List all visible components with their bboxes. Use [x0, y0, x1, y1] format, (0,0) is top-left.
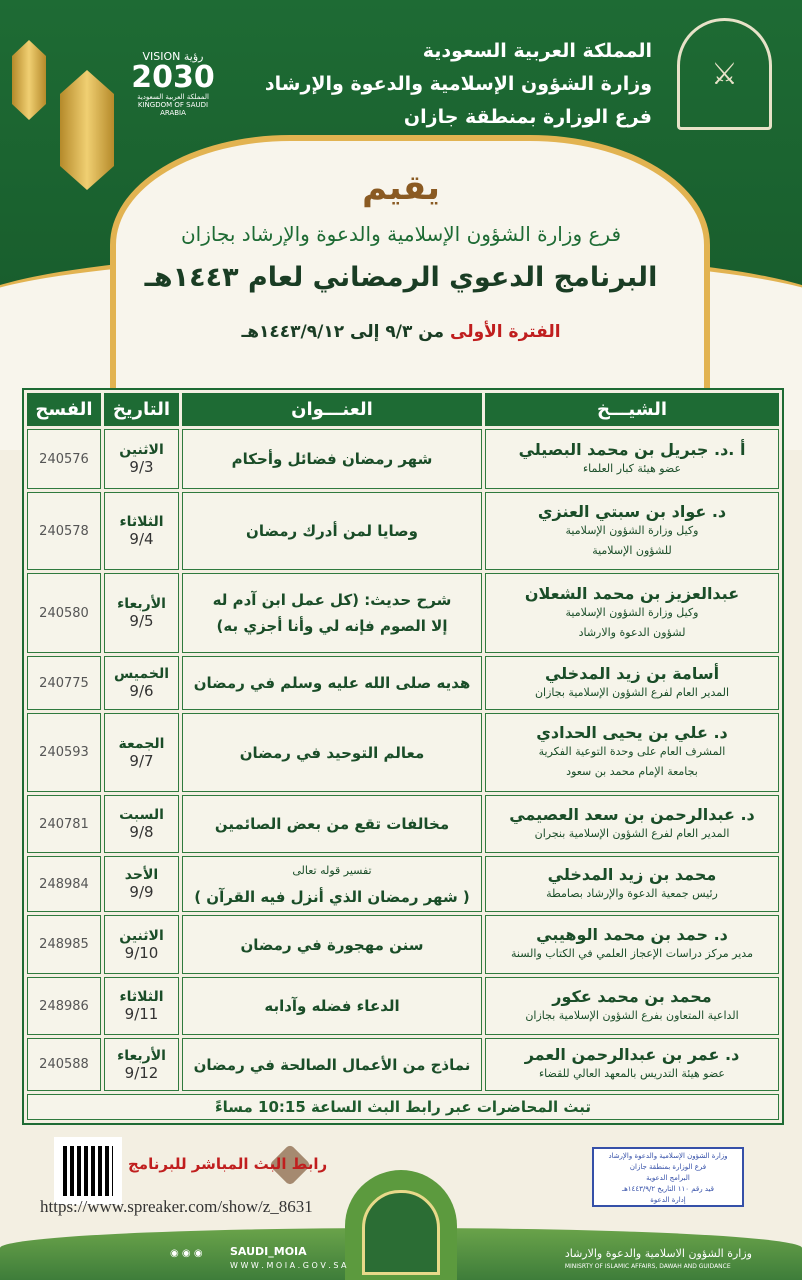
- ministry-emblem-icon: ⚔: [677, 18, 772, 130]
- table-row: محمد بن زيد المدخلي رئيس جمعية الدعوة وال…: [27, 856, 779, 912]
- sheikh-name: د. حمد بن محمد الوهيبي: [536, 925, 728, 944]
- table-row: محمد بن محمد عكور الداعية المتعاون بفرع ا…: [27, 977, 779, 1035]
- facebook-icon[interactable]: ◉: [193, 1248, 203, 1259]
- instagram-icon[interactable]: ◉: [181, 1248, 191, 1259]
- schedule-table: الشيـــخ العنـــوان التاريخ الفسح أ .د. …: [22, 388, 784, 1125]
- sheikh-cell: عبدالعزيز بن محمد الشعلان وكيل وزارة الشؤ…: [485, 573, 779, 653]
- header-sheikh: الشيـــخ: [485, 393, 779, 426]
- header-code: الفسح: [27, 393, 101, 426]
- social-handle: SAUDI_MOIA W W W . M O I A . G O V . S A: [230, 1245, 347, 1270]
- permit-code: 240775: [27, 656, 101, 710]
- lecture-title: الدعاء فضله وآدابه: [182, 977, 482, 1035]
- twitter-icon[interactable]: ◉: [170, 1248, 179, 1259]
- stamp: وزارة الشؤون الإسلامية والدعوة والإرشاد …: [592, 1147, 744, 1207]
- lecture-title: وصايا لمن أدرك رمضان: [182, 492, 482, 570]
- ministry-emblem-icon: [362, 1190, 440, 1275]
- permit-code: 248985: [27, 915, 101, 974]
- sheikh-role: الداعية المتعاون بفرع الشؤون الإسلامية ب…: [525, 1008, 739, 1022]
- social-icons: ◉ ◉ ◉: [170, 1248, 203, 1259]
- permit-code: 240588: [27, 1038, 101, 1091]
- live-link-label: رابط البث المباشر للبرنامج: [128, 1155, 328, 1173]
- date-cell: السبت 9/8: [104, 795, 179, 853]
- sheikh-role: المدير العام لفرع الشؤون الإسلامية بجازا…: [534, 685, 730, 699]
- sheikh-role: المشرف العام على وحدة التوعية الفكرية: [538, 745, 726, 758]
- sheikh-role: لشؤون الدعوة والارشاد: [578, 625, 686, 639]
- lantern-icon: [12, 40, 46, 120]
- permit-code: 240781: [27, 795, 101, 853]
- sheikh-cell: محمد بن زيد المدخلي رئيس جمعية الدعوة وال…: [485, 856, 779, 912]
- qr-code[interactable]: [54, 1137, 122, 1205]
- table-row: د. عمر بن عبدالرحمن العمر عضو هيئة التدري…: [27, 1038, 779, 1091]
- table-row: أ .د. جبريل بن محمد البصيلي عضو هيئة كبار…: [27, 429, 779, 489]
- lecture-title: مخالفات تقع من بعض الصائمين: [182, 795, 482, 853]
- sheikh-role: مدير مركز دراسات الإعجاز العلمي في الكتا…: [511, 947, 753, 960]
- sheikh-cell: محمد بن محمد عكور الداعية المتعاون بفرع ا…: [485, 977, 779, 1035]
- header-title: العنـــوان: [182, 393, 482, 426]
- lecture-title: سنن مهجورة في رمضان: [182, 915, 482, 974]
- date-cell: الجمعة 9/7: [104, 713, 179, 792]
- lecture-title: معالم التوحيد في رمضان: [182, 713, 482, 792]
- lecture-title: هديه صلى الله عليه وسلم في رمضان: [182, 656, 482, 710]
- date-cell: الاثنين 9/3: [104, 429, 179, 489]
- sheikh-role: رئيس جمعية الدعوة والإرشاد بصامطة: [546, 886, 718, 900]
- date-cell: الاثنين 9/10: [104, 915, 179, 974]
- sheikh-name: عبدالعزيز بن محمد الشعلان: [524, 583, 740, 603]
- table-row: عبدالعزيز بن محمد الشعلان وكيل وزارة الشؤ…: [27, 573, 779, 653]
- sheikh-cell: أسامة بن زيد المدخلي المدير العام لفرع ال…: [485, 656, 779, 710]
- sheikh-role: وكيل وزارة الشؤون الإسلامية: [565, 605, 699, 619]
- lantern-icon: [60, 70, 114, 190]
- table-row: د. عبدالرحمن بن سعد العصيمي المدير العام …: [27, 795, 779, 853]
- vision-2030-logo: VISION رؤية 2030 المملكة العربية السعودي…: [131, 50, 215, 117]
- lecture-title: تفسير قوله تعالى( شهر رمضان الذي أنزل في…: [182, 856, 482, 912]
- sheikh-cell: د. عبدالرحمن بن سعد العصيمي المدير العام …: [485, 795, 779, 853]
- ministry-header: المملكة العربية السعودية وزارة الشؤون ال…: [264, 40, 652, 128]
- permit-code: 240576: [27, 429, 101, 489]
- sheikh-name: د. عمر بن عبدالرحمن العمر: [524, 1045, 740, 1064]
- sheikh-name: أسامة بن زيد المدخلي: [544, 663, 720, 683]
- sheikh-cell: د. علي بن يحيى الحدادي المشرف العام على و…: [485, 713, 779, 792]
- date-cell: الثلاثاء 9/11: [104, 977, 179, 1035]
- lecture-title: شرح حديث: (كل عمل ابن آدم له إلا الصوم فإ…: [182, 573, 482, 653]
- table-row: أسامة بن زيد المدخلي المدير العام لفرع ال…: [27, 656, 779, 710]
- sheikh-role: وكيل وزارة الشؤون الإسلامية: [565, 523, 699, 537]
- program-title: البرنامج الدعوي الرمضاني لعام ١٤٤٣هـ: [144, 262, 658, 293]
- sheikh-name: د. عبدالرحمن بن سعد العصيمي: [509, 804, 755, 824]
- sheikh-name: أ .د. جبريل بن محمد البصيلي: [518, 439, 746, 459]
- permit-code: 240578: [27, 492, 101, 570]
- lecture-title: شهر رمضان فضائل وأحكام: [182, 429, 482, 489]
- permit-code: 248984: [27, 856, 101, 912]
- sheikh-name: د. عواد بن سبتي العنزي: [537, 501, 727, 521]
- sheikh-role: بجامعة الإمام محمد بن سعود: [566, 765, 698, 778]
- sheikh-role: عضو هيئة التدريس بالمعهد العالي للقضاء: [539, 1067, 725, 1080]
- header-date: التاريخ: [104, 393, 179, 426]
- sheikh-cell: أ .د. جبريل بن محمد البصيلي عضو هيئة كبار…: [485, 429, 779, 489]
- date-cell: الأربعاء 9/5: [104, 573, 179, 653]
- table-row: د. علي بن يحيى الحدادي المشرف العام على و…: [27, 713, 779, 792]
- table-row: د. حمد بن محمد الوهيبي مدير مركز دراسات ا…: [27, 915, 779, 974]
- permit-code: 240593: [27, 713, 101, 792]
- lecture-title: نماذج من الأعمال الصالحة في رمضان: [182, 1038, 482, 1091]
- sheikh-role: المدير العام لفرع الشؤون الإسلامية بنجرا…: [534, 826, 730, 840]
- sheikh-role: للشؤون الإسلامية: [592, 543, 672, 557]
- broadcast-note: تبث المحاضرات عبر رابط البث الساعة 10:15…: [27, 1094, 779, 1120]
- sheikh-name: محمد بن محمد عكور: [552, 986, 712, 1006]
- live-url[interactable]: https://www.spreaker.com/show/z_8631: [40, 1197, 313, 1216]
- period: الفترة الأولى من ٩/٣ إلى ١٤٤٣/٩/١٢هـ: [241, 322, 561, 342]
- date-cell: الخميس 9/6: [104, 656, 179, 710]
- sheikh-name: د. علي بن يحيى الحدادي: [536, 723, 728, 742]
- sheikh-cell: د. حمد بن محمد الوهيبي مدير مركز دراسات ا…: [485, 915, 779, 974]
- yuqim-heading: يقيم: [362, 168, 440, 208]
- ministry-footer: وزارة الشؤون الاسلامية والدعوة والارشاد M…: [564, 1247, 752, 1270]
- date-cell: الأحد 9/9: [104, 856, 179, 912]
- date-cell: الأربعاء 9/12: [104, 1038, 179, 1091]
- sheikh-name: محمد بن زيد المدخلي: [547, 864, 717, 884]
- permit-code: 240580: [27, 573, 101, 653]
- table-row: د. عواد بن سبتي العنزي وكيل وزارة الشؤون …: [27, 492, 779, 570]
- sheikh-cell: د. عواد بن سبتي العنزي وكيل وزارة الشؤون …: [485, 492, 779, 570]
- permit-code: 248986: [27, 977, 101, 1035]
- sheikh-role: عضو هيئة كبار العلماء: [582, 461, 682, 475]
- organizer: فرع وزارة الشؤون الإسلامية والدعوة والإر…: [180, 222, 622, 246]
- sheikh-cell: د. عمر بن عبدالرحمن العمر عضو هيئة التدري…: [485, 1038, 779, 1091]
- date-cell: الثلاثاء 9/4: [104, 492, 179, 570]
